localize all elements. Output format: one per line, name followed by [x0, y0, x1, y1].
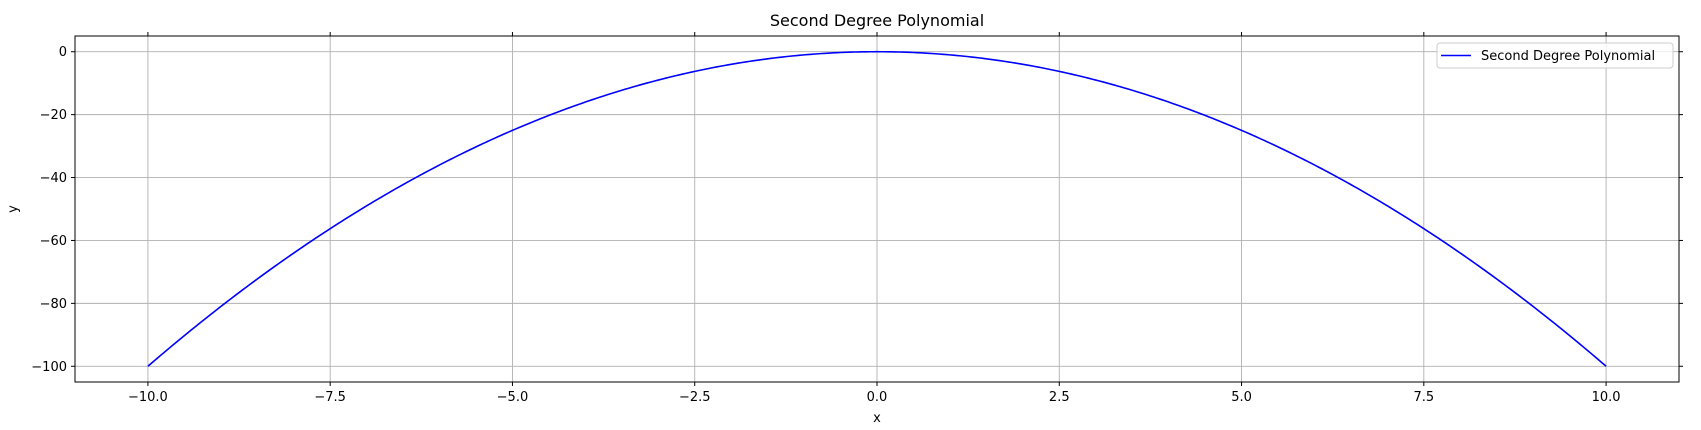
legend: Second Degree Polynomial [1436, 42, 1674, 69]
x-tick-labels: −10.0 −7.5 −5.0 −2.5 0.0 2.5 5.0 7.5 10.0 [128, 390, 1621, 405]
x-tick-label: −7.5 [314, 390, 346, 405]
y-tick-label: 0 [59, 45, 67, 60]
grid-lines [75, 36, 1679, 382]
x-tick-label: 5.0 [1231, 390, 1252, 405]
x-axis-label: x [873, 411, 881, 426]
y-tick-label: −100 [31, 360, 67, 375]
y-tick-label: −60 [40, 234, 67, 249]
axis-ticks [71, 32, 1683, 386]
x-tick-label: 2.5 [1049, 390, 1070, 405]
y-tick-label: −20 [40, 108, 67, 123]
legend-box [1436, 42, 1674, 69]
x-tick-label: −2.5 [679, 390, 711, 405]
x-tick-label: 7.5 [1413, 390, 1434, 405]
y-tick-labels: 0 −20 −40 −60 −80 −100 [31, 45, 67, 375]
series-line-second-degree-polynomial [147, 50, 1607, 367]
chart-title: Second Degree Polynomial [770, 11, 984, 30]
x-tick-label: −10.0 [128, 390, 168, 405]
x-tick-label: 10.0 [1592, 390, 1621, 405]
y-tick-label: −40 [40, 171, 67, 186]
x-tick-label: −5.0 [497, 390, 529, 405]
y-axis-label: y [6, 205, 21, 213]
y-tick-label: −80 [40, 297, 67, 312]
axes-frame [74, 35, 1680, 383]
legend-label: Second Degree Polynomial [1481, 49, 1655, 64]
x-tick-label: 0.0 [867, 390, 888, 405]
